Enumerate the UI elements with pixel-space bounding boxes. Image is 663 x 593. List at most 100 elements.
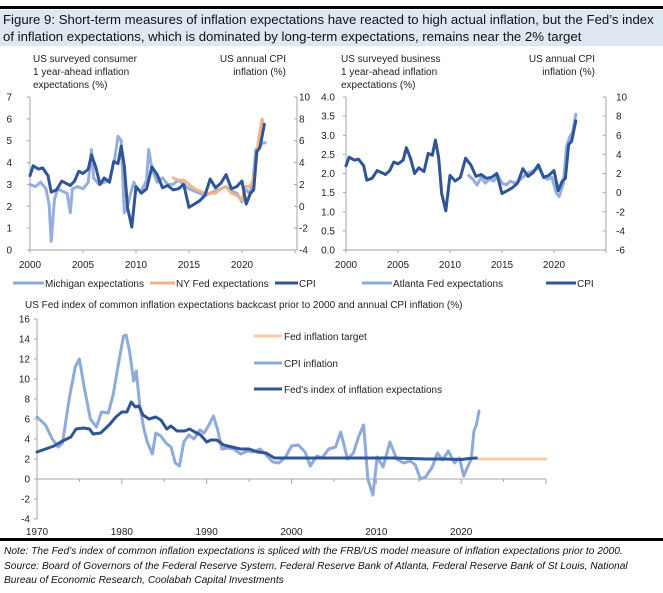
chart2-right-axis-label: US annual CPI inflation (%) bbox=[529, 54, 595, 78]
chart1-left-tick-label: 4 bbox=[6, 158, 12, 169]
chart2-right-label-line2: inflation (%) bbox=[542, 67, 595, 78]
chart2-left-label-line2: 1 year-ahead inflation bbox=[341, 67, 437, 78]
chart3-y-tick-label: 12 bbox=[19, 355, 31, 366]
chart2-x-tick-label: 2010 bbox=[439, 260, 462, 271]
chart2-right-tick-label: 8 bbox=[616, 112, 622, 123]
legend-label-cpi-1: CPI bbox=[299, 279, 316, 290]
chart1-left-label-line3: expectations (%) bbox=[33, 80, 107, 91]
chart2-right-tick-label: -6 bbox=[616, 246, 625, 257]
chart2-right-label-line1: US annual CPI bbox=[529, 54, 595, 65]
chart1-left-label-line1: US surveyed consumer bbox=[33, 54, 138, 65]
chart2-x-tick-label: 2020 bbox=[543, 260, 566, 271]
chart2-right-tick-label: -2 bbox=[616, 207, 625, 218]
chart3-y-tick-label: 8 bbox=[24, 395, 30, 406]
chart1-left-axis-label: US surveyed consumer 1 year-ahead inflat… bbox=[33, 54, 138, 91]
chart3-y-tick-label: 4 bbox=[24, 435, 30, 446]
chart3-y-tick-label: 6 bbox=[24, 415, 30, 426]
chart1-left-tick-label: 5 bbox=[6, 136, 12, 147]
chart3-y-tick-label: -2 bbox=[21, 495, 30, 506]
chart2-right-tick-label: 10 bbox=[616, 93, 628, 104]
chart2-right-tick-label: 2 bbox=[616, 169, 622, 180]
chart2-right-tick-label: -4 bbox=[616, 226, 625, 237]
chart1-left-tick-label: 6 bbox=[6, 114, 12, 125]
chart1-x-tick-label: 2010 bbox=[125, 260, 148, 271]
chart2-left-tick-label: 0.0 bbox=[321, 246, 335, 257]
chart3-legend: Fed inflation target CPI inflation Fed's… bbox=[254, 332, 442, 396]
chart1-series-cpi bbox=[28, 122, 266, 229]
chart1-right-tick-label: 0 bbox=[299, 202, 305, 213]
chart1-x-tick-label: 2020 bbox=[231, 260, 254, 271]
chart1-legend: Michigan expectations NY Fed expectation… bbox=[13, 279, 316, 290]
chart2-legend: Atlanta Fed expectations CPI bbox=[362, 279, 594, 290]
footnotes: Note: The Fed’s index of common inflatio… bbox=[4, 545, 659, 589]
chart2-x-tick-label: 2015 bbox=[491, 260, 514, 271]
chart1-right-tick-label: 8 bbox=[299, 114, 305, 125]
legend-label-michigan: Michigan expectations bbox=[45, 279, 144, 290]
chart2-left-tick-label: 3.5 bbox=[321, 112, 335, 123]
chart1-left-tick-label: 7 bbox=[6, 93, 12, 104]
chart2-x-tick-label: 2005 bbox=[387, 260, 410, 271]
legend-label-cpi-2: CPI bbox=[577, 279, 594, 290]
chart2-x-tick-label: 2000 bbox=[335, 260, 358, 271]
chart1-x-tick-label: 2000 bbox=[19, 260, 42, 271]
legend-label-target: Fed inflation target bbox=[284, 332, 367, 343]
chart1-right-label-line2: inflation (%) bbox=[233, 67, 286, 78]
chart3-title: US Fed index of common inflation expecta… bbox=[25, 300, 462, 311]
chart1-left-tick-label: 3 bbox=[6, 180, 12, 191]
legend-label-atlanta: Atlanta Fed expectations bbox=[393, 279, 503, 290]
chart2-left-tick-label: 1.5 bbox=[321, 188, 335, 199]
chart3-y-tick-label: 14 bbox=[19, 335, 31, 346]
chart3-x-tick-label: 1980 bbox=[111, 527, 134, 538]
chart3-y-tick-label: 10 bbox=[19, 375, 31, 386]
source-text: Source: Board of Governors of the Federa… bbox=[4, 560, 628, 587]
chart1-x-tick-label: 2005 bbox=[72, 260, 95, 271]
note-text: Note: The Fed’s index of common inflatio… bbox=[4, 546, 623, 557]
chart1-right-tick-label: 2 bbox=[299, 180, 305, 191]
chart1-left-tick-label: 0 bbox=[6, 246, 12, 257]
chart2-series-cpi bbox=[344, 119, 578, 213]
legend-label-nyfed: NY Fed expectations bbox=[176, 279, 269, 290]
chart3-y-tick-label: 2 bbox=[24, 455, 30, 466]
chart2-left-axis-label: US surveyed business 1 year-ahead inflat… bbox=[341, 54, 441, 91]
figure-caption: Figure 9: Short-term measures of inflati… bbox=[0, 10, 663, 46]
chart1-right-tick-label: -4 bbox=[299, 246, 308, 257]
chart3-x-tick-label: 2000 bbox=[280, 527, 303, 538]
chart3-series-fed-s-index-of-inflation-expectations bbox=[35, 400, 478, 461]
chart1-right-tick-label: 10 bbox=[299, 93, 311, 104]
chart3-series-cpi-inflation bbox=[35, 333, 481, 497]
chart2-right-tick-label: 0 bbox=[616, 188, 622, 199]
chart2-left-label-line1: US surveyed business bbox=[341, 54, 441, 65]
legend-label-fed-index: Fed's index of inflation expectations bbox=[284, 385, 442, 396]
top-rule bbox=[0, 6, 663, 9]
chart1-right-tick-label: 6 bbox=[299, 136, 305, 147]
chart1-right-label-line1: US annual CPI bbox=[220, 54, 286, 65]
chart3-y-tick-label: -4 bbox=[21, 515, 30, 526]
chart1-left-tick-label: 1 bbox=[6, 224, 12, 235]
chart3-x-tick-label: 2010 bbox=[365, 527, 388, 538]
chart1-right-tick-label: 4 bbox=[299, 158, 305, 169]
chart2-left-tick-label: 0.5 bbox=[321, 226, 335, 237]
chart1-right-tick-label: -2 bbox=[299, 224, 308, 235]
chart2-left-tick-label: 1.0 bbox=[321, 207, 335, 218]
legend-label-cpi-inflation: CPI inflation bbox=[284, 359, 338, 370]
chart2-left-tick-label: 2.5 bbox=[321, 150, 335, 161]
chart1-right-axis-label: US annual CPI inflation (%) bbox=[220, 54, 286, 78]
bottom-rule bbox=[0, 538, 663, 541]
chart2-left-label-line3: expectations (%) bbox=[341, 80, 415, 91]
chart1-left-tick-label: 2 bbox=[6, 202, 12, 213]
chart3-y-tick-label: 0 bbox=[24, 475, 30, 486]
chart2-left-tick-label: 3.0 bbox=[321, 131, 335, 142]
chart3-y-tick-label: 16 bbox=[19, 315, 31, 326]
chart3-x-tick-label: 1970 bbox=[26, 527, 49, 538]
chart1-x-tick-label: 2015 bbox=[178, 260, 201, 271]
chart2-series-atlanta-fed-expectations bbox=[467, 112, 578, 198]
chart2-left-tick-label: 2.0 bbox=[321, 169, 335, 180]
chart3-x-tick-label: 2020 bbox=[450, 527, 473, 538]
chart3-x-tick-label: 1990 bbox=[196, 527, 219, 538]
chart2-right-tick-label: 6 bbox=[616, 131, 622, 142]
chart1-left-label-line2: 1 year-ahead inflation bbox=[33, 67, 129, 78]
chart2-left-tick-label: 4.0 bbox=[321, 93, 335, 104]
chart2-right-tick-label: 4 bbox=[616, 150, 622, 161]
